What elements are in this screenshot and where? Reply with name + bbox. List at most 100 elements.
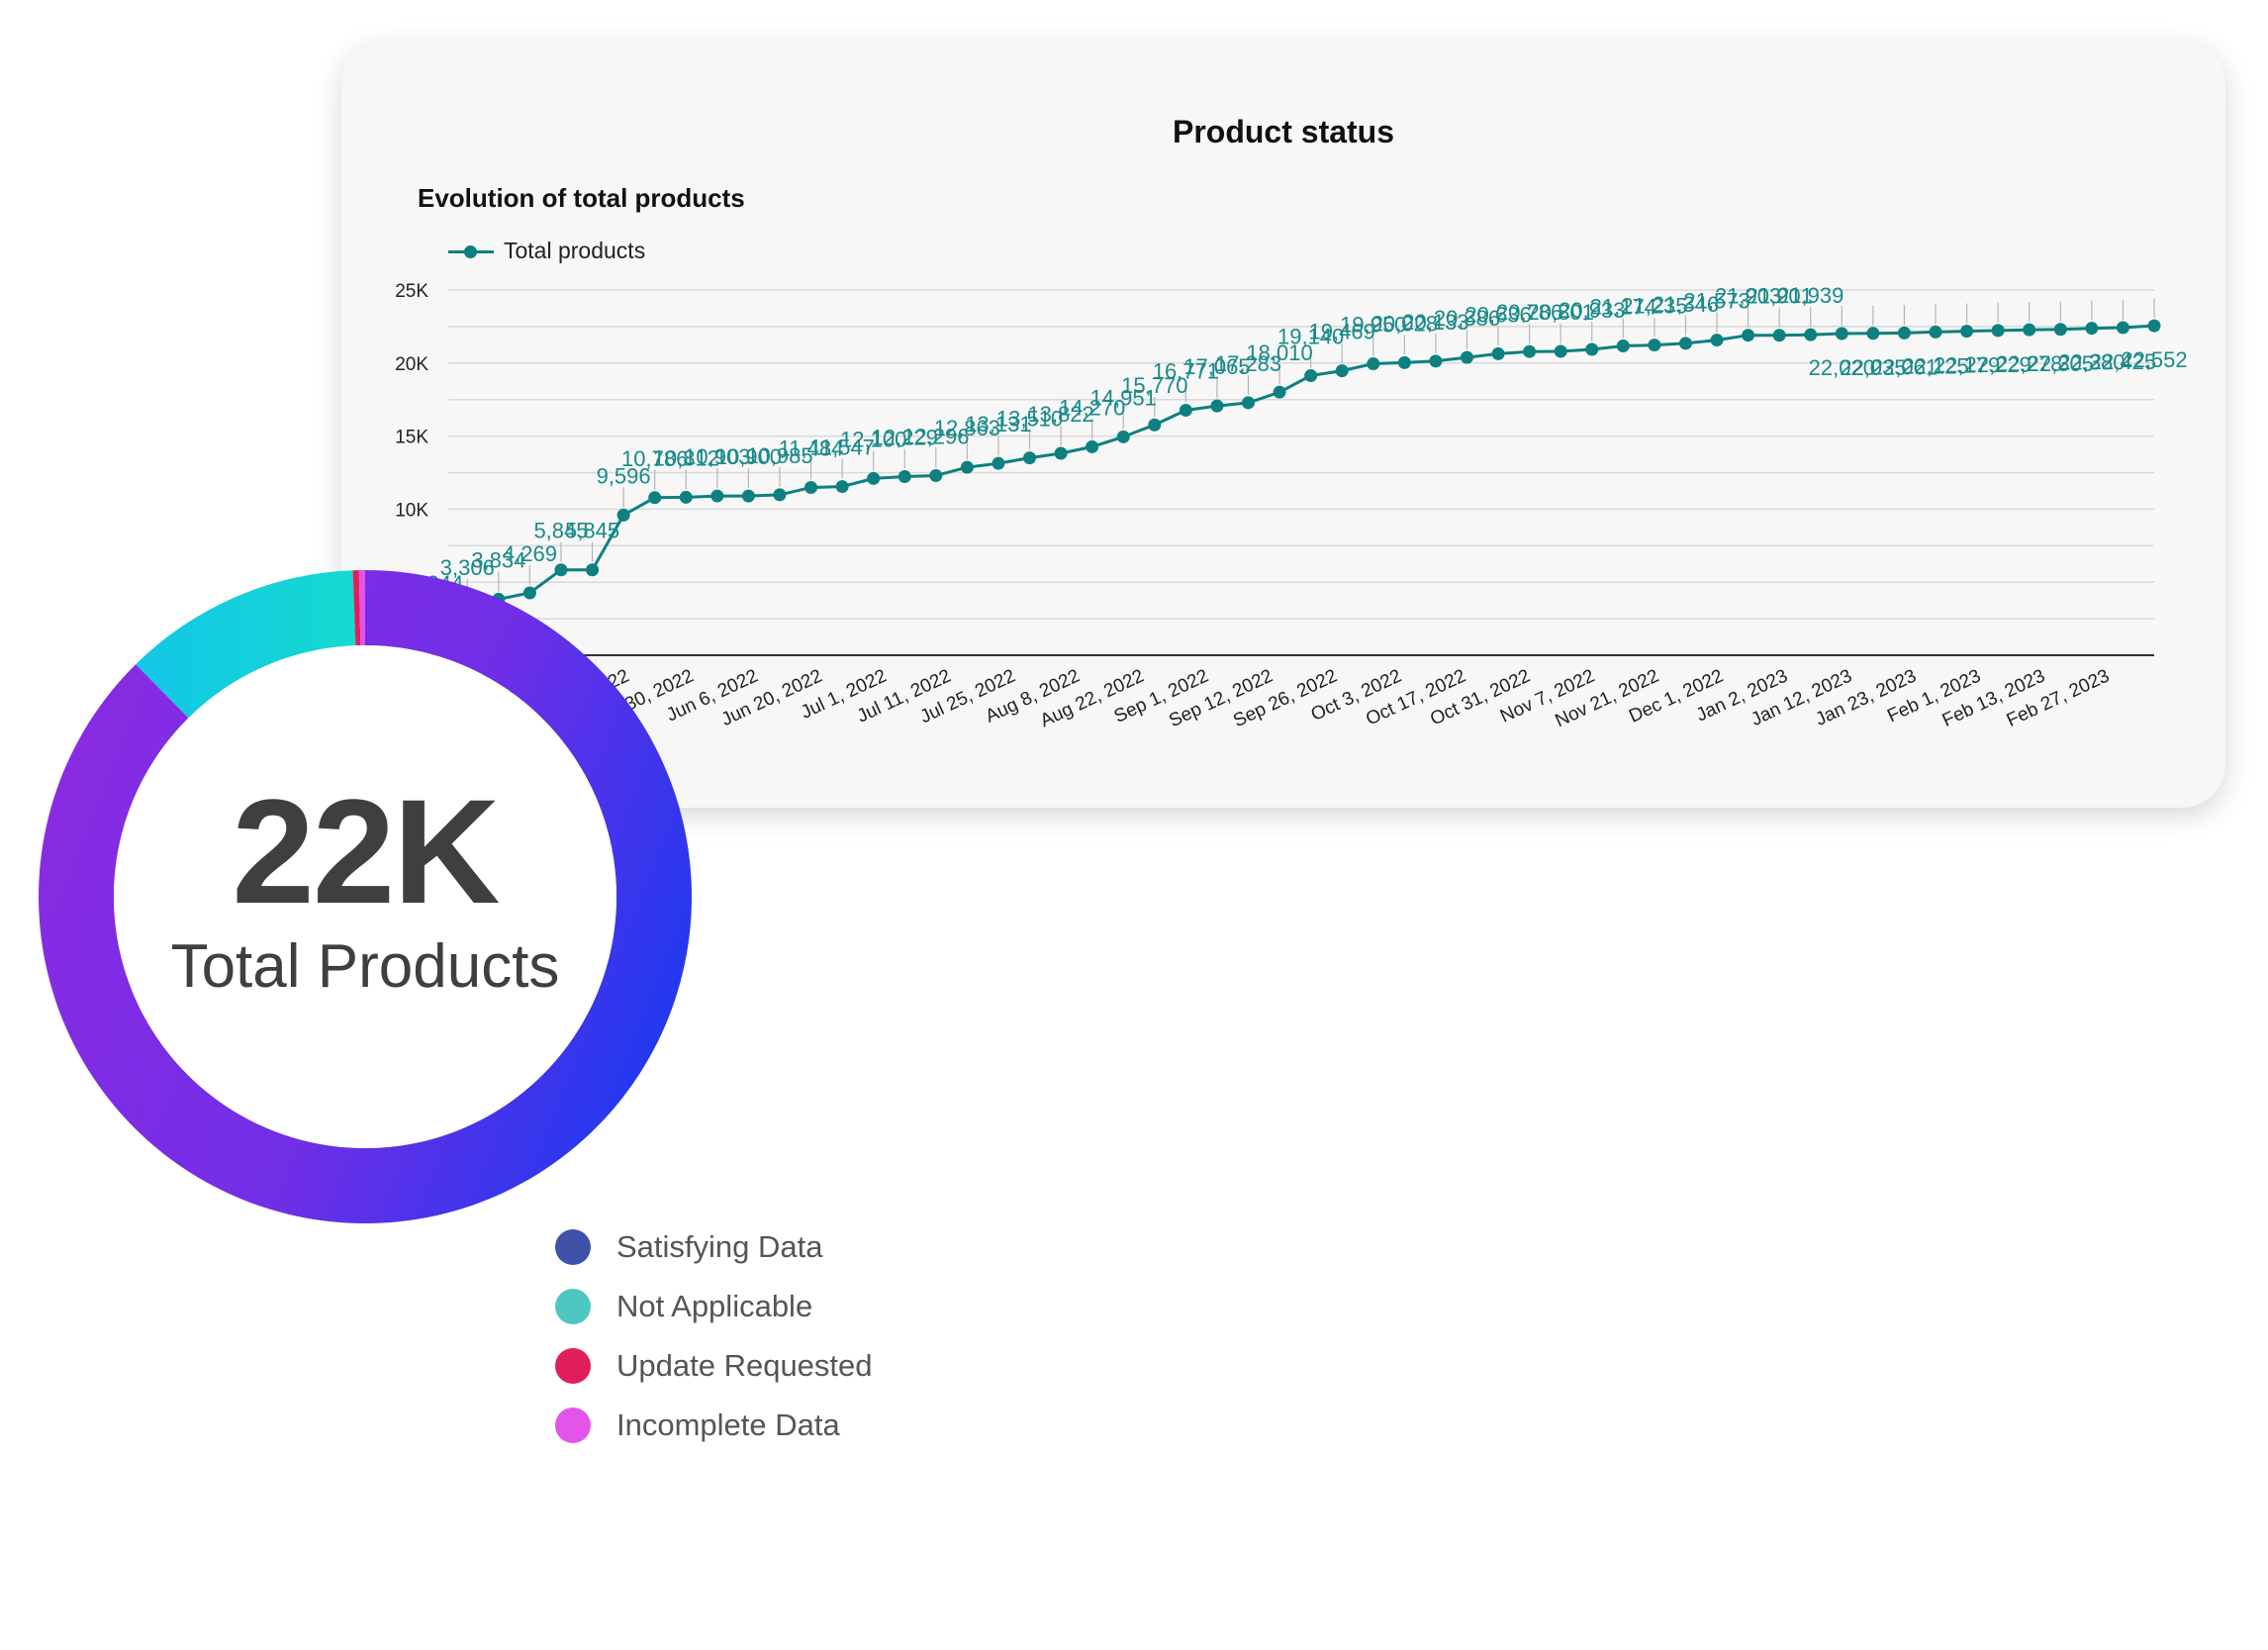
slice-not-applicable — [136, 570, 356, 719]
data-label: 13,822 — [1027, 402, 1093, 427]
data-label: 12,100 — [840, 427, 906, 451]
data-label: 21,235 — [1621, 294, 1687, 319]
donut-ring — [39, 570, 692, 1223]
data-label: 22,305 — [2028, 351, 2094, 376]
data-point — [2053, 323, 2067, 337]
data-label: 22,061 — [1871, 354, 1937, 379]
data-label: 14,951 — [1090, 385, 1157, 410]
data-point — [1086, 439, 1099, 453]
data-label: 22,035 — [1840, 355, 1906, 380]
data-label: 20,801 — [1528, 300, 1594, 325]
data-label: 20,786 — [1496, 300, 1562, 325]
legend-label: Update Requested — [616, 1348, 873, 1383]
data-label: 10,985 — [746, 443, 812, 468]
data-label: 10,903 — [684, 444, 750, 469]
donut-center — [114, 645, 616, 1148]
data-point — [1585, 342, 1599, 356]
data-point — [1897, 326, 1911, 340]
data-point — [1772, 329, 1786, 342]
donut-chart: 22K Total Products — [39, 570, 692, 1223]
line-legend[interactable]: Total products — [448, 238, 645, 264]
chart-title: Evolution of total products — [418, 183, 745, 213]
data-label: 5,845 — [533, 519, 588, 543]
data-label: 10,900 — [715, 444, 782, 469]
legend-item-not-applicable[interactable]: Not Applicable — [555, 1277, 873, 1336]
data-point — [586, 563, 600, 577]
data-label: 17,283 — [1215, 351, 1281, 376]
data-label: 17,065 — [1183, 354, 1250, 379]
data-point — [1179, 403, 1192, 417]
legend-item-update-requested[interactable]: Update Requested — [555, 1336, 873, 1396]
data-label: 21,901 — [1747, 284, 1813, 309]
not-applicable-dot-icon — [555, 1289, 591, 1324]
product-status-card: Product status Evolution of total produc… — [335, 41, 2225, 808]
update-requested-dot-icon — [555, 1348, 591, 1384]
data-label: 18,010 — [1246, 340, 1312, 365]
data-point — [741, 489, 755, 503]
data-label: 20,028 — [1371, 311, 1438, 336]
data-point — [1616, 339, 1630, 352]
data-point — [929, 469, 943, 483]
data-point — [1304, 368, 1318, 382]
data-point — [2147, 319, 2161, 333]
legend-item-satisfying-data[interactable]: Satisfying Data — [555, 1217, 873, 1277]
legend-label: Not Applicable — [616, 1289, 813, 1323]
data-label: 20,386 — [1434, 306, 1500, 331]
data-label: 3,306 — [440, 555, 495, 580]
slice-incomplete-data — [358, 570, 365, 646]
data-label: 9,596 — [597, 463, 651, 488]
data-label: 10,786 — [621, 446, 688, 471]
data-point — [2116, 321, 2129, 335]
data-point — [1960, 325, 1974, 339]
data-label: 22,425 — [2090, 349, 2156, 374]
y-tick-label: 10K — [395, 500, 428, 521]
data-label: 20,133 — [1402, 310, 1468, 335]
y-tick-label: 15K — [395, 428, 428, 448]
data-point — [1397, 355, 1411, 369]
data-label: 5,845 — [565, 519, 619, 543]
data-label: 22,380 — [2058, 350, 2125, 375]
incomplete-data-dot-icon — [555, 1407, 591, 1443]
data-label: 22,125 — [1902, 353, 1968, 378]
data-label: 13,131 — [965, 412, 1031, 437]
data-point — [1367, 357, 1380, 371]
data-point — [804, 480, 818, 494]
data-point — [1804, 328, 1818, 341]
data-label: 19,469 — [1309, 320, 1375, 344]
data-label: 21,346 — [1653, 292, 1719, 317]
data-point — [648, 491, 662, 505]
data-label: 15,770 — [1121, 373, 1187, 398]
data-label: 12,229 — [872, 425, 938, 449]
donut-legend: Satisfying Data Not Applicable Update Re… — [555, 1217, 873, 1455]
data-label: 4,269 — [503, 541, 557, 566]
data-label: 12,296 — [902, 425, 969, 449]
data-point — [1678, 337, 1692, 350]
legend-label: Satisfying Data — [616, 1229, 823, 1264]
card-title: Product status — [1172, 114, 1395, 149]
data-label: 21,573 — [1683, 289, 1749, 314]
data-point — [960, 460, 974, 474]
data-label: 3,834 — [471, 547, 525, 572]
data-point — [679, 490, 693, 504]
data-label: 22,229 — [1965, 352, 2032, 377]
data-point — [1023, 451, 1037, 465]
data-point — [1835, 327, 1848, 340]
data-label: 19,140 — [1277, 324, 1344, 348]
data-point — [1491, 346, 1505, 360]
data-point — [1929, 325, 1942, 339]
data-label: 21,174 — [1590, 294, 1656, 319]
data-point — [867, 471, 881, 485]
data-point — [1523, 344, 1537, 358]
data-point — [835, 480, 849, 494]
data-point — [898, 469, 911, 483]
data-label: 21,939 — [1777, 283, 1843, 308]
data-point — [1554, 344, 1567, 358]
line-legend-marker-icon — [448, 240, 494, 263]
data-point — [992, 456, 1005, 470]
data-label: 22,020 — [1809, 355, 1875, 380]
data-label: 12,863 — [934, 416, 1000, 440]
data-point — [773, 488, 787, 502]
slice-update-requested — [352, 570, 361, 646]
legend-item-incomplete-data[interactable]: Incomplete Data — [555, 1396, 873, 1455]
data-point — [2085, 322, 2099, 336]
